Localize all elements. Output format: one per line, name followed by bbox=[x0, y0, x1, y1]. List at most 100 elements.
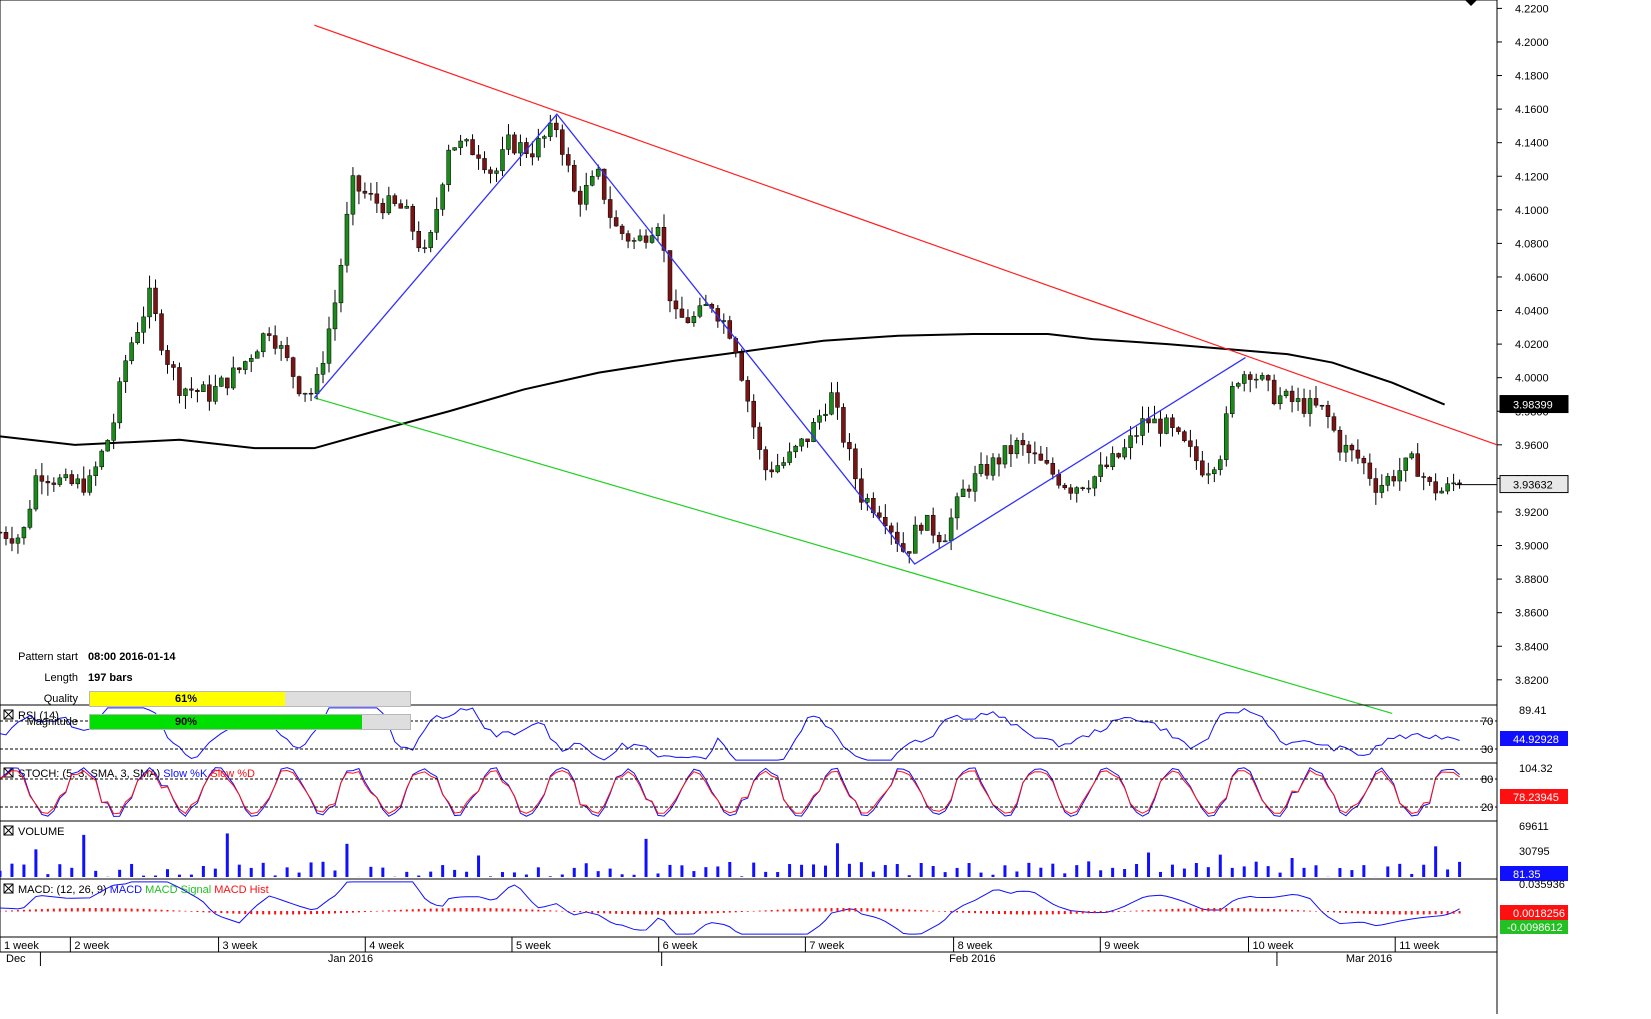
candle-body bbox=[596, 169, 600, 176]
candle-body bbox=[1278, 396, 1282, 404]
macd-hist-bar bbox=[1153, 910, 1155, 912]
volume-bar bbox=[752, 863, 755, 877]
macd-hist-bar bbox=[920, 910, 922, 911]
candle-body bbox=[64, 475, 68, 478]
candle-body bbox=[183, 389, 187, 396]
candle-body bbox=[1218, 460, 1222, 470]
macd-hist-bar bbox=[501, 908, 503, 911]
volume-bar bbox=[82, 835, 85, 877]
candle-body bbox=[1248, 375, 1252, 380]
volume-bar bbox=[238, 865, 241, 877]
macd-hist-bar bbox=[442, 908, 444, 911]
week-label: 9 week bbox=[1104, 940, 1139, 952]
macd-hist-bar bbox=[292, 911, 294, 914]
macd-hist-bar bbox=[460, 908, 462, 911]
candle-body bbox=[130, 343, 134, 361]
candle-body bbox=[913, 525, 917, 553]
week-label: 2 week bbox=[74, 940, 109, 952]
macd-hist-bar bbox=[77, 908, 79, 911]
macd-hist-bar bbox=[1303, 910, 1305, 911]
macd-hist-bar bbox=[956, 911, 958, 912]
volume-bar bbox=[549, 876, 552, 877]
macd-hist-bar bbox=[986, 911, 988, 914]
macd-hist-bar bbox=[555, 911, 557, 912]
candle-body bbox=[853, 449, 857, 479]
volume-bar bbox=[944, 872, 947, 877]
candle-body bbox=[375, 194, 379, 203]
macd-hist-bar bbox=[1177, 909, 1179, 912]
indicator-value-label-1: 78.23945 bbox=[1513, 792, 1559, 804]
volume-bar bbox=[214, 869, 217, 877]
candle-body bbox=[1230, 386, 1234, 413]
volume-bar bbox=[692, 871, 695, 877]
macd-hist-bar bbox=[1273, 909, 1275, 911]
macd-hist-bar bbox=[878, 908, 880, 911]
macd-hist-bar bbox=[280, 911, 282, 914]
macd-hist-bar bbox=[89, 908, 91, 911]
candle-body bbox=[500, 149, 504, 170]
volume-bar bbox=[130, 864, 133, 877]
candle-body bbox=[1117, 453, 1121, 457]
candle-body bbox=[776, 465, 780, 471]
macd-hist-bar bbox=[334, 911, 336, 913]
candle-body bbox=[76, 479, 80, 484]
candle-body bbox=[213, 386, 217, 401]
macd-hist-bar bbox=[1034, 911, 1036, 914]
price-tick-label: 3.8600 bbox=[1515, 608, 1549, 620]
candle-body bbox=[237, 368, 241, 370]
macd-hist-bar bbox=[0, 911, 1, 912]
candle-body bbox=[907, 551, 911, 553]
macd-hist-bar bbox=[1106, 911, 1108, 913]
macd-hist-bar bbox=[394, 910, 396, 911]
macd-hist-bar bbox=[1231, 908, 1233, 911]
volume-bar bbox=[1051, 864, 1054, 877]
candle-body bbox=[357, 176, 361, 192]
macd-hist-bar bbox=[41, 909, 43, 911]
macd-hist-bar bbox=[364, 911, 366, 912]
candle-body bbox=[177, 367, 181, 395]
month-label: Dec bbox=[6, 953, 26, 965]
candle-body bbox=[943, 541, 947, 542]
macd-hist-bar bbox=[1429, 911, 1431, 914]
candle-body bbox=[327, 329, 331, 363]
macd-hist-bar bbox=[304, 911, 306, 914]
volume-bar bbox=[800, 865, 803, 877]
macd-hist-bar bbox=[172, 910, 174, 911]
macd-hist-bar bbox=[729, 911, 731, 913]
macd-hist-bar bbox=[609, 911, 611, 914]
candle-body bbox=[148, 288, 152, 317]
candle-body bbox=[1392, 476, 1396, 481]
candle-body bbox=[554, 123, 558, 130]
candle-body bbox=[441, 185, 445, 210]
quality-value: 61% bbox=[90, 692, 282, 706]
volume-bar bbox=[46, 874, 49, 877]
candle-body bbox=[40, 476, 44, 482]
legend-entry: Slow %K bbox=[163, 768, 210, 780]
macd-hist-bar bbox=[424, 909, 426, 912]
candle-body bbox=[955, 497, 959, 518]
macd-hist-bar bbox=[149, 909, 151, 911]
macd-hist-bar bbox=[1357, 911, 1359, 913]
macd-hist-bar bbox=[101, 908, 103, 911]
candle-body bbox=[620, 226, 624, 234]
price-tick-label: 4.1200 bbox=[1515, 171, 1549, 183]
candle-body bbox=[231, 368, 235, 388]
upper-trendline bbox=[314, 25, 1497, 445]
macd-hist-bar bbox=[1058, 911, 1060, 914]
macd-hist-bar bbox=[472, 908, 474, 911]
macd-hist-bar bbox=[771, 910, 773, 911]
candle-body bbox=[1422, 476, 1426, 477]
level-label: 80 bbox=[1481, 774, 1493, 786]
macd-hist-bar bbox=[1423, 911, 1425, 914]
macd-hist-bar bbox=[1351, 911, 1353, 913]
volume-bar bbox=[345, 844, 348, 877]
macd-hist-bar bbox=[507, 909, 509, 912]
macd-hist-bar bbox=[125, 908, 127, 911]
macd-hist-bar bbox=[932, 911, 934, 912]
candle-body bbox=[578, 191, 582, 204]
price-tick-label: 4.0600 bbox=[1515, 272, 1549, 284]
macd-hist-bar bbox=[71, 908, 73, 911]
quality-label: Quality bbox=[0, 690, 78, 708]
macd-hist-bar bbox=[1453, 911, 1455, 914]
